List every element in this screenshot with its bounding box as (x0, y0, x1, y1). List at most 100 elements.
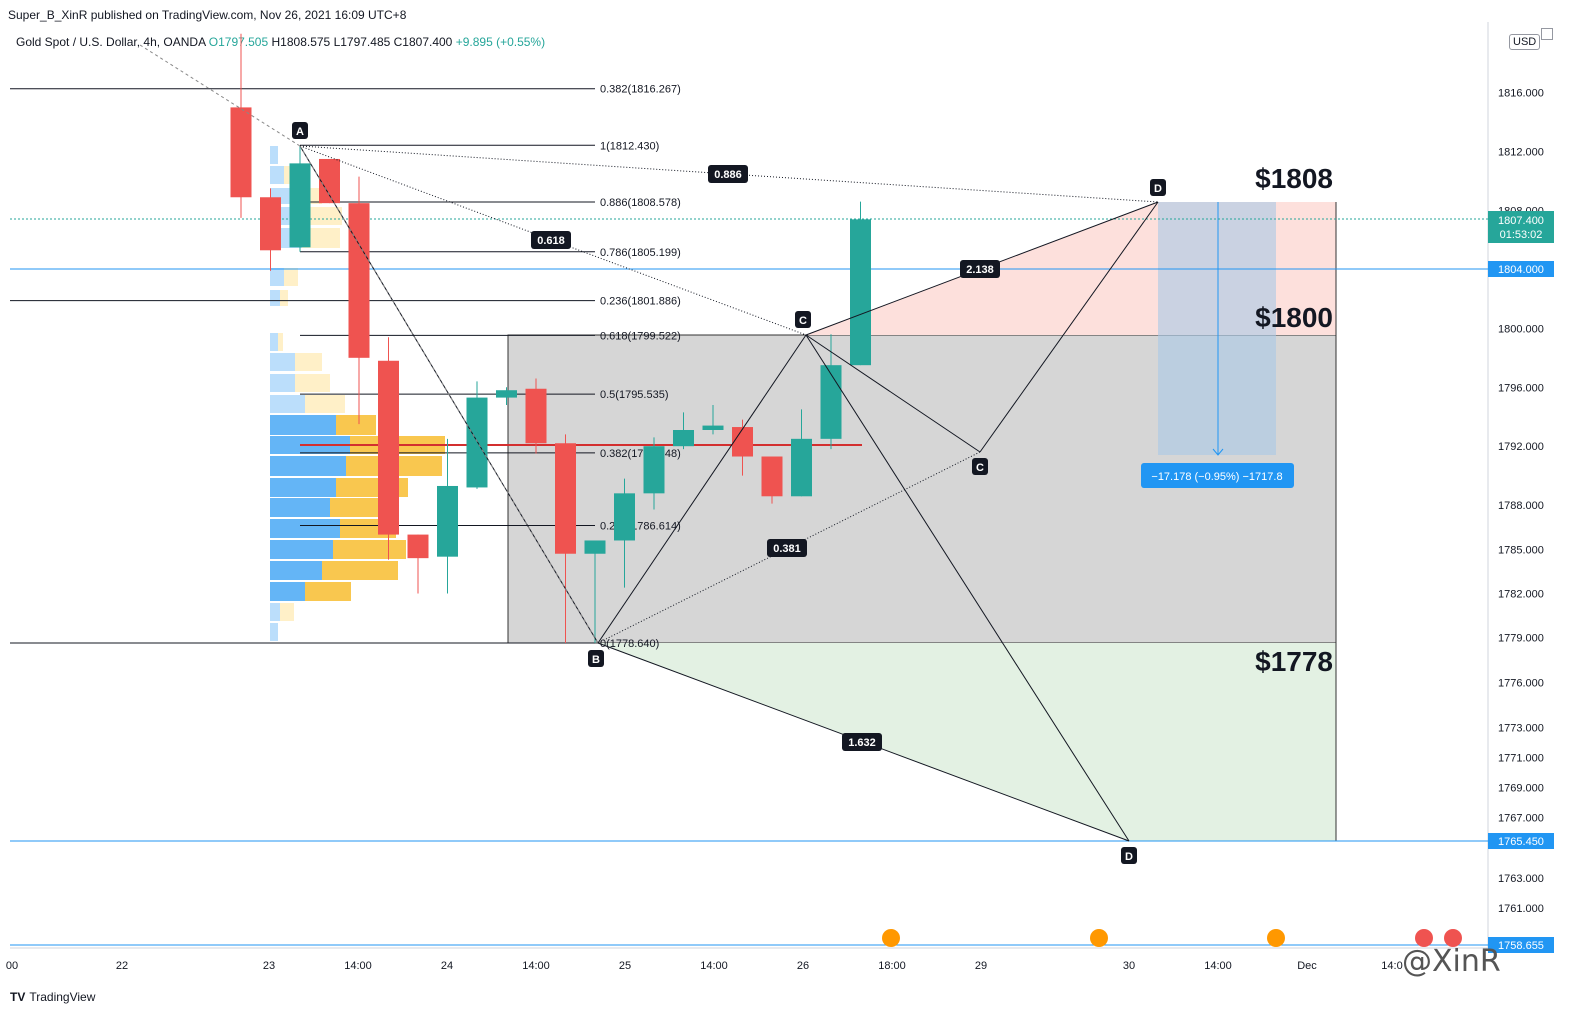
time-tick-label: 25 (619, 960, 631, 972)
us-flag-event-icon (1267, 929, 1285, 947)
symbol-legend[interactable]: Gold Spot / U.S. Dollar, 4h, OANDA O1797… (16, 35, 545, 49)
time-tick-label: Dec (1297, 960, 1317, 972)
candle-body (437, 485, 458, 557)
ohlc-open: O1797.505 (208, 35, 269, 49)
candle-body (673, 429, 694, 447)
candle-body (289, 163, 311, 248)
publisher-line: Super_B_XinR published on TradingView.co… (8, 8, 407, 22)
time-tick-label: 30 (1123, 960, 1135, 972)
tv-logo-icon: TV (10, 990, 26, 1004)
pattern-point-badge (588, 650, 604, 667)
measure-label-bg (1141, 463, 1294, 488)
currency-badge[interactable]: USD (1509, 34, 1541, 50)
time-tick-label: 23 (263, 960, 275, 972)
leg-c-c2 (805, 334, 981, 453)
trend-dash-2 (299, 145, 599, 644)
level-tag-1765-text: 1765.450 (1498, 836, 1544, 848)
time-tick-label: 29 (975, 960, 987, 972)
time-axis[interactable]: 00 22 23 14:00 24 14:00 25 14:00 26 18:00 29 30 14:0… (6, 960, 1403, 972)
candle-body (614, 493, 635, 541)
price-tick-label: 1816.000 (1498, 88, 1544, 100)
event-icons[interactable] (882, 929, 1462, 947)
ratio-badge (708, 165, 748, 183)
pattern-ratios: 0.886 0.618 2.138 0.381 1.632 (531, 165, 1000, 751)
time-tick-label: 24 (441, 960, 453, 972)
us-flag-event-icon (882, 929, 900, 947)
candle-body (850, 219, 871, 366)
candle-body (761, 456, 783, 497)
ratio-label: 2.138 (966, 264, 994, 276)
price-tick-label: 1782.000 (1498, 589, 1544, 601)
scale-settings-icon[interactable] (1541, 28, 1553, 40)
candle-body (732, 427, 753, 457)
us-flag-event-icon (1415, 929, 1433, 947)
price-tick-label: 1788.000 (1498, 500, 1544, 512)
tradingview-brand: TradingView (29, 990, 96, 1004)
ratio-label: 1.632 (848, 737, 876, 749)
fib-level-label: 1(1812.430) (600, 140, 659, 152)
time-tick-label: 14:00 (344, 960, 372, 972)
pattern-point-badge (292, 122, 308, 139)
price-tick-label: 1800.000 (1498, 323, 1544, 335)
ratio-label: 0.381 (773, 543, 801, 555)
candle-body (555, 443, 576, 554)
ratio-badge (531, 231, 571, 249)
pattern-point-label: D (1125, 851, 1133, 863)
candle-body (260, 197, 281, 251)
tradingview-logo[interactable]: TV TradingView (10, 990, 95, 1004)
bar-countdown: 01:53:02 (1500, 229, 1543, 241)
fib-level-label: 0.236(1786.614) (600, 521, 681, 533)
pattern-point-badge (972, 458, 988, 475)
fib-level-label: 0.886(1808.578) (600, 197, 681, 209)
pattern-point-label: D (1154, 183, 1162, 195)
leg-c-d2 (805, 334, 1130, 842)
ohlc-high: H1808.575 (271, 35, 331, 49)
candle-body (791, 438, 812, 497)
pattern-point-badge (1121, 847, 1137, 864)
pattern-point-badge (795, 311, 811, 328)
time-tick-label: 14:0 (1381, 960, 1402, 972)
ohlc-low: L1797.485 (333, 35, 391, 49)
ratio-label: 0.618 (537, 235, 565, 247)
price-tick-label: 1763.000 (1498, 873, 1544, 885)
level-tag-1765 (1488, 833, 1554, 849)
candle-body (378, 360, 399, 535)
last-price-tag (1488, 211, 1554, 243)
fib-level-label: 0.382(1816.267) (600, 84, 681, 96)
candle-body (466, 397, 488, 488)
ratio-badge (767, 539, 807, 557)
price-tick-label: 1769.000 (1498, 783, 1544, 795)
level-tag-bottom (1488, 937, 1554, 953)
candle-body (348, 203, 370, 358)
fib-level-label: 0.5(1795.535) (600, 389, 669, 401)
fib-level-label: 0.382(1791.548) (600, 448, 681, 460)
price-tick-label: 1796.000 (1498, 382, 1544, 394)
price-tick-label: 1779.000 (1498, 633, 1544, 645)
pattern-points: A B C D C D (292, 122, 1166, 864)
candle-body (230, 107, 252, 198)
trend-dash-1 (139, 44, 301, 147)
candle-body (584, 540, 606, 554)
price-tick-label: 1771.000 (1498, 753, 1544, 765)
price-tick-label: 1785.000 (1498, 544, 1544, 556)
candle-body (820, 365, 842, 439)
us-flag-event-icon (1090, 929, 1108, 947)
symbol-name: Gold Spot / U.S. Dollar, 4h, OANDA (16, 35, 206, 49)
big-label-1800: $1800 (1255, 302, 1333, 333)
level-tag-bottom-text: 1758.655 (1498, 940, 1544, 952)
measure-box (1158, 202, 1276, 455)
candle-body (319, 158, 340, 204)
candle-body (643, 446, 665, 494)
fib-level-label: 0.618(1799.522) (600, 330, 681, 342)
price-tick-label: 1776.000 (1498, 678, 1544, 690)
candle-body (525, 388, 547, 444)
big-label-1778: $1778 (1255, 646, 1333, 677)
time-tick-label: 00 (6, 960, 18, 972)
candle-body (407, 534, 429, 559)
candles (230, 33, 871, 643)
time-tick-label: 26 (797, 960, 809, 972)
author-watermark: @XinR (1402, 944, 1501, 979)
price-tick-label: 1792.000 (1498, 441, 1544, 453)
candle-body (496, 390, 517, 398)
